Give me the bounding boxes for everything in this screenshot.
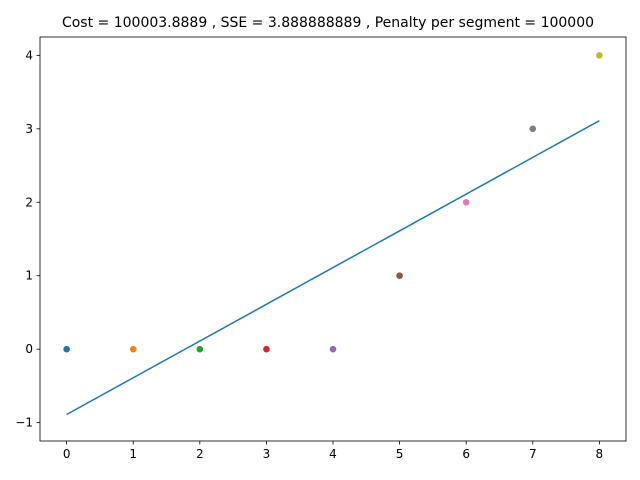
x-tick-label-3: 3	[263, 447, 271, 461]
x-tick-label-8: 8	[596, 447, 604, 461]
y-tick-label-3: 2	[25, 195, 33, 209]
data-point-7	[529, 125, 537, 133]
x-tick-label-4: 4	[329, 447, 337, 461]
x-tick-label-0: 0	[63, 447, 71, 461]
y-tick-label-4: 3	[25, 122, 33, 136]
plot-area: 0 1 2 3 4 5 6 7 8 −1 0 1 2 3 4	[15, 36, 627, 461]
x-tick-label-1: 1	[129, 447, 137, 461]
data-point-6	[462, 198, 470, 206]
data-point-5	[396, 272, 403, 280]
data-point-0	[63, 345, 70, 353]
data-point-4	[329, 345, 337, 353]
x-tick-label-6: 6	[462, 447, 470, 461]
chart-title: Cost = 100003.8889 , SSE = 3.888888889 ,…	[62, 15, 594, 31]
y-tick-label-2: 1	[25, 269, 33, 283]
y-tick-label-5: 4	[25, 48, 33, 62]
x-tick-label-7: 7	[529, 447, 537, 461]
data-point-3	[263, 345, 270, 353]
data-point-1	[129, 345, 137, 353]
y-tick-label-1: 0	[25, 342, 33, 356]
x-tick-label-5: 5	[396, 447, 404, 461]
y-tick-label-0: −1	[15, 416, 33, 430]
x-tick-label-2: 2	[196, 447, 204, 461]
data-point-2	[196, 345, 204, 353]
data-point-8	[596, 52, 603, 59]
fit-line	[66, 120, 600, 416]
